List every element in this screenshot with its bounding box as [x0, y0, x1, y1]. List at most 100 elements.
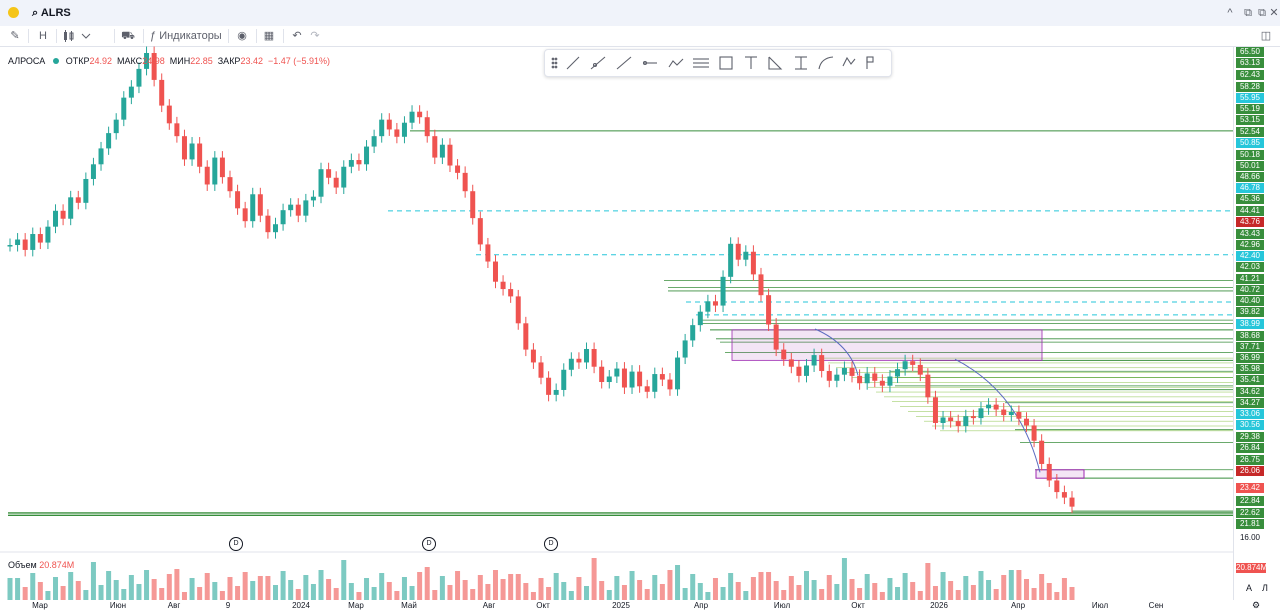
volume-bar: [356, 592, 362, 600]
candle-body: [1016, 411, 1022, 419]
log-scale-button[interactable]: Л: [1262, 583, 1268, 593]
alert-icon[interactable]: ◉: [237, 30, 247, 42]
volume-bar: [106, 571, 112, 600]
volume-bar: [333, 588, 339, 600]
candle-body: [45, 226, 51, 243]
candle-body: [401, 122, 407, 137]
legend-close: 23.42: [240, 56, 263, 66]
volume-bar: [606, 590, 612, 600]
auto-scale-button[interactable]: A: [1246, 583, 1253, 593]
candle-body: [250, 194, 256, 222]
price-label: 21.81: [1236, 519, 1264, 529]
volume-bar: [576, 577, 582, 600]
candle-body: [667, 379, 673, 390]
volume-bar: [568, 591, 574, 600]
candle-body: [364, 146, 370, 165]
price-label: 23.42: [1236, 483, 1264, 493]
indicators-button[interactable]: ƒ Индикаторы: [150, 28, 222, 44]
camera-icon[interactable]: ◫: [1260, 30, 1272, 42]
volume-bar: [879, 592, 885, 600]
volume-bar: [477, 575, 483, 600]
time-axis[interactable]: Мар Июн Авг 9 2024 Мар Май Авг Окт 2025 Апр Июл Окт 2…: [0, 600, 1234, 612]
candle-body: [887, 376, 893, 386]
dividend-marker[interactable]: D: [422, 537, 436, 551]
candles-icon[interactable]: [62, 28, 92, 44]
candle-body: [902, 361, 908, 370]
dividend-marker[interactable]: D: [544, 537, 558, 551]
volume-bar: [629, 571, 635, 600]
volume-bar: [811, 580, 817, 600]
price-label: 53.15: [1236, 115, 1264, 125]
candle-body: [98, 148, 104, 165]
candle-body: [174, 123, 180, 137]
volume-bar: [401, 577, 407, 600]
volume-bar: [257, 576, 263, 600]
volume-bar: [728, 573, 734, 600]
price-label: 34.62: [1236, 387, 1264, 397]
volume-bar: [227, 577, 233, 600]
volume-bar: [113, 580, 119, 600]
candle-body: [333, 177, 339, 188]
divider: [256, 29, 257, 43]
volume-bar: [637, 580, 643, 600]
price-label: 58.28: [1236, 82, 1264, 92]
volume-bar: [546, 587, 552, 600]
window-button[interactable]: ⧉: [1258, 7, 1266, 19]
volume-bar: [788, 576, 794, 600]
interval-button[interactable]: H: [39, 30, 47, 42]
close-button[interactable]: ✕: [1269, 7, 1279, 19]
chart-legend: АЛРОСА ОТКР24.92 МАКС24.98 МИН22.85 ЗАКР…: [8, 56, 330, 66]
candle-body: [682, 340, 688, 358]
candle-body: [538, 362, 544, 378]
symbol-search[interactable]: ⌕ ALRS: [32, 7, 71, 20]
volume-bar: [68, 572, 74, 600]
volume-bar: [940, 572, 946, 600]
candle-body: [720, 276, 726, 306]
time-axis-label: Авг: [482, 601, 496, 610]
volume-bar: [523, 583, 529, 600]
candle-body: [424, 117, 430, 137]
restore-button[interactable]: ⧉: [1244, 7, 1252, 19]
candle-body: [1054, 480, 1060, 493]
time-axis-label: Сен: [1148, 601, 1164, 610]
divider: [283, 29, 284, 43]
candle-body: [68, 197, 74, 219]
divider: [28, 29, 29, 43]
volume-bar: [621, 585, 627, 600]
dividend-marker[interactable]: D: [229, 537, 243, 551]
pencil-icon[interactable]: ✎: [10, 30, 20, 42]
volume-bar: [1008, 570, 1014, 600]
candle-body: [1023, 418, 1029, 426]
volume-bar: [750, 577, 756, 600]
volume-bar: [1023, 579, 1029, 600]
candle-body: [1001, 409, 1007, 416]
volume-bar: [310, 584, 316, 600]
undo-button[interactable]: ↶: [292, 30, 302, 42]
volume-bar: [30, 573, 36, 600]
candle-body: [728, 243, 734, 277]
volume-bar: [45, 591, 51, 600]
volume-bar: [826, 575, 832, 600]
volume-bar: [1061, 578, 1067, 600]
volume-bar: [864, 574, 870, 600]
volume-bar: [963, 576, 969, 600]
price-chart[interactable]: [0, 46, 1234, 600]
volume-bar: [7, 578, 13, 600]
collapse-button[interactable]: ^: [1227, 7, 1233, 19]
candle-body: [273, 224, 278, 233]
redo-button[interactable]: ↷: [310, 30, 320, 42]
price-label: 22.62: [1236, 508, 1264, 518]
candle-body: [265, 215, 271, 233]
layout-icon[interactable]: ▦: [263, 30, 275, 42]
volume-bar: [462, 580, 468, 600]
volume-bar: [394, 591, 400, 600]
price-label: 40.40: [1236, 296, 1264, 306]
cart-icon[interactable]: ⛟: [121, 30, 135, 42]
settings-icon[interactable]: ⚙: [1252, 600, 1261, 610]
candle-body: [1039, 440, 1045, 464]
price-label: 50.85: [1236, 138, 1264, 148]
volume-bar: [758, 572, 764, 600]
candle-body: [1031, 425, 1037, 441]
candle-body: [553, 389, 559, 395]
volume-bar: [1039, 574, 1045, 600]
